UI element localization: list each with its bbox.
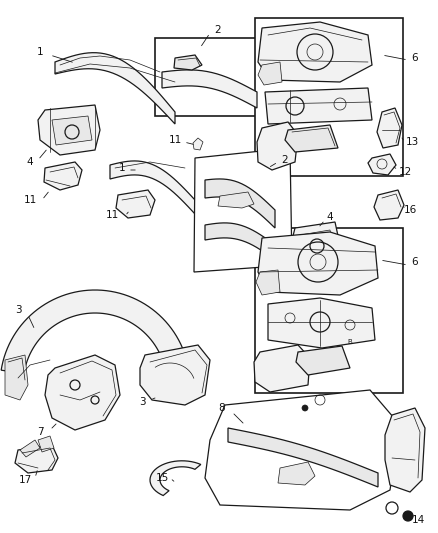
Text: 12: 12 (397, 167, 411, 177)
Polygon shape (277, 462, 314, 485)
Text: 2: 2 (281, 155, 288, 165)
Polygon shape (52, 116, 92, 145)
Text: 2: 2 (214, 25, 221, 35)
Text: 7: 7 (37, 427, 43, 437)
Polygon shape (258, 22, 371, 82)
Text: 3: 3 (138, 397, 145, 407)
Polygon shape (290, 222, 339, 265)
Text: 11: 11 (168, 135, 181, 145)
Text: 8: 8 (218, 403, 225, 413)
Polygon shape (205, 390, 399, 510)
Polygon shape (267, 298, 374, 348)
Polygon shape (299, 230, 333, 257)
Polygon shape (205, 179, 274, 228)
Text: 6: 6 (411, 53, 417, 63)
Polygon shape (44, 162, 82, 190)
Circle shape (301, 405, 307, 411)
Polygon shape (258, 62, 281, 85)
Polygon shape (162, 70, 256, 108)
Polygon shape (284, 125, 337, 152)
Text: 15: 15 (155, 473, 168, 483)
Text: 14: 14 (410, 515, 424, 525)
Polygon shape (258, 232, 377, 295)
Text: 1: 1 (37, 47, 43, 57)
Text: 16: 16 (403, 205, 416, 215)
Polygon shape (55, 53, 175, 124)
Circle shape (402, 511, 412, 521)
Polygon shape (218, 192, 254, 208)
Polygon shape (150, 461, 200, 496)
Text: 6: 6 (411, 257, 417, 267)
Polygon shape (110, 161, 194, 214)
Text: 11: 11 (105, 210, 118, 220)
Polygon shape (20, 440, 40, 457)
Polygon shape (256, 122, 297, 170)
Text: 4: 4 (326, 212, 332, 222)
Polygon shape (265, 88, 371, 124)
Polygon shape (205, 223, 274, 260)
Polygon shape (173, 55, 201, 70)
Polygon shape (194, 148, 291, 272)
Polygon shape (376, 108, 401, 148)
Polygon shape (193, 138, 202, 150)
Text: 13: 13 (404, 137, 418, 147)
Bar (254, 18, 402, 176)
Polygon shape (367, 154, 395, 175)
Text: 17: 17 (18, 475, 32, 485)
Polygon shape (254, 345, 309, 392)
Text: 1: 1 (118, 163, 125, 173)
Polygon shape (5, 355, 28, 400)
Polygon shape (38, 105, 100, 155)
Polygon shape (295, 346, 349, 375)
Polygon shape (384, 408, 424, 492)
Polygon shape (45, 355, 120, 430)
Text: B: B (347, 339, 352, 345)
Text: 4: 4 (27, 157, 33, 167)
Polygon shape (140, 345, 209, 405)
Bar (254, 228, 402, 393)
Text: 11: 11 (23, 195, 36, 205)
Polygon shape (116, 190, 155, 218)
Bar (155, 38, 265, 116)
Polygon shape (227, 428, 377, 487)
Polygon shape (15, 445, 58, 473)
Polygon shape (1, 290, 188, 374)
Text: 3: 3 (14, 305, 21, 315)
Polygon shape (38, 436, 54, 452)
Polygon shape (373, 190, 403, 220)
Polygon shape (255, 270, 279, 295)
